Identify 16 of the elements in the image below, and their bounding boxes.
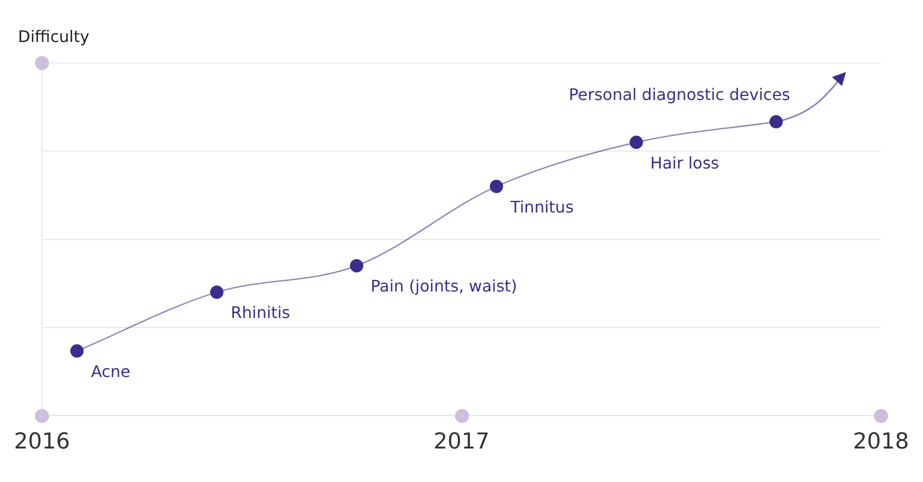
annotation: Rhinitis (230, 303, 290, 322)
annotation: Personal diagnostic devices (568, 84, 790, 104)
point (630, 136, 643, 149)
x-tick-label: 2016 (14, 430, 70, 455)
point (490, 180, 504, 194)
point (769, 115, 783, 128)
point (210, 286, 224, 299)
point (70, 344, 84, 358)
annotation: Acne (90, 362, 130, 381)
y-axis-title: Difficulty (18, 27, 90, 46)
annotation: Hair loss (650, 153, 720, 172)
annotation: Tinnitus (509, 197, 574, 216)
x-tick-label: 2018 (853, 430, 910, 455)
x-tick-label: 2017 (434, 430, 490, 455)
annotation: Pain (joints, waist) (370, 276, 518, 296)
point (350, 259, 364, 272)
